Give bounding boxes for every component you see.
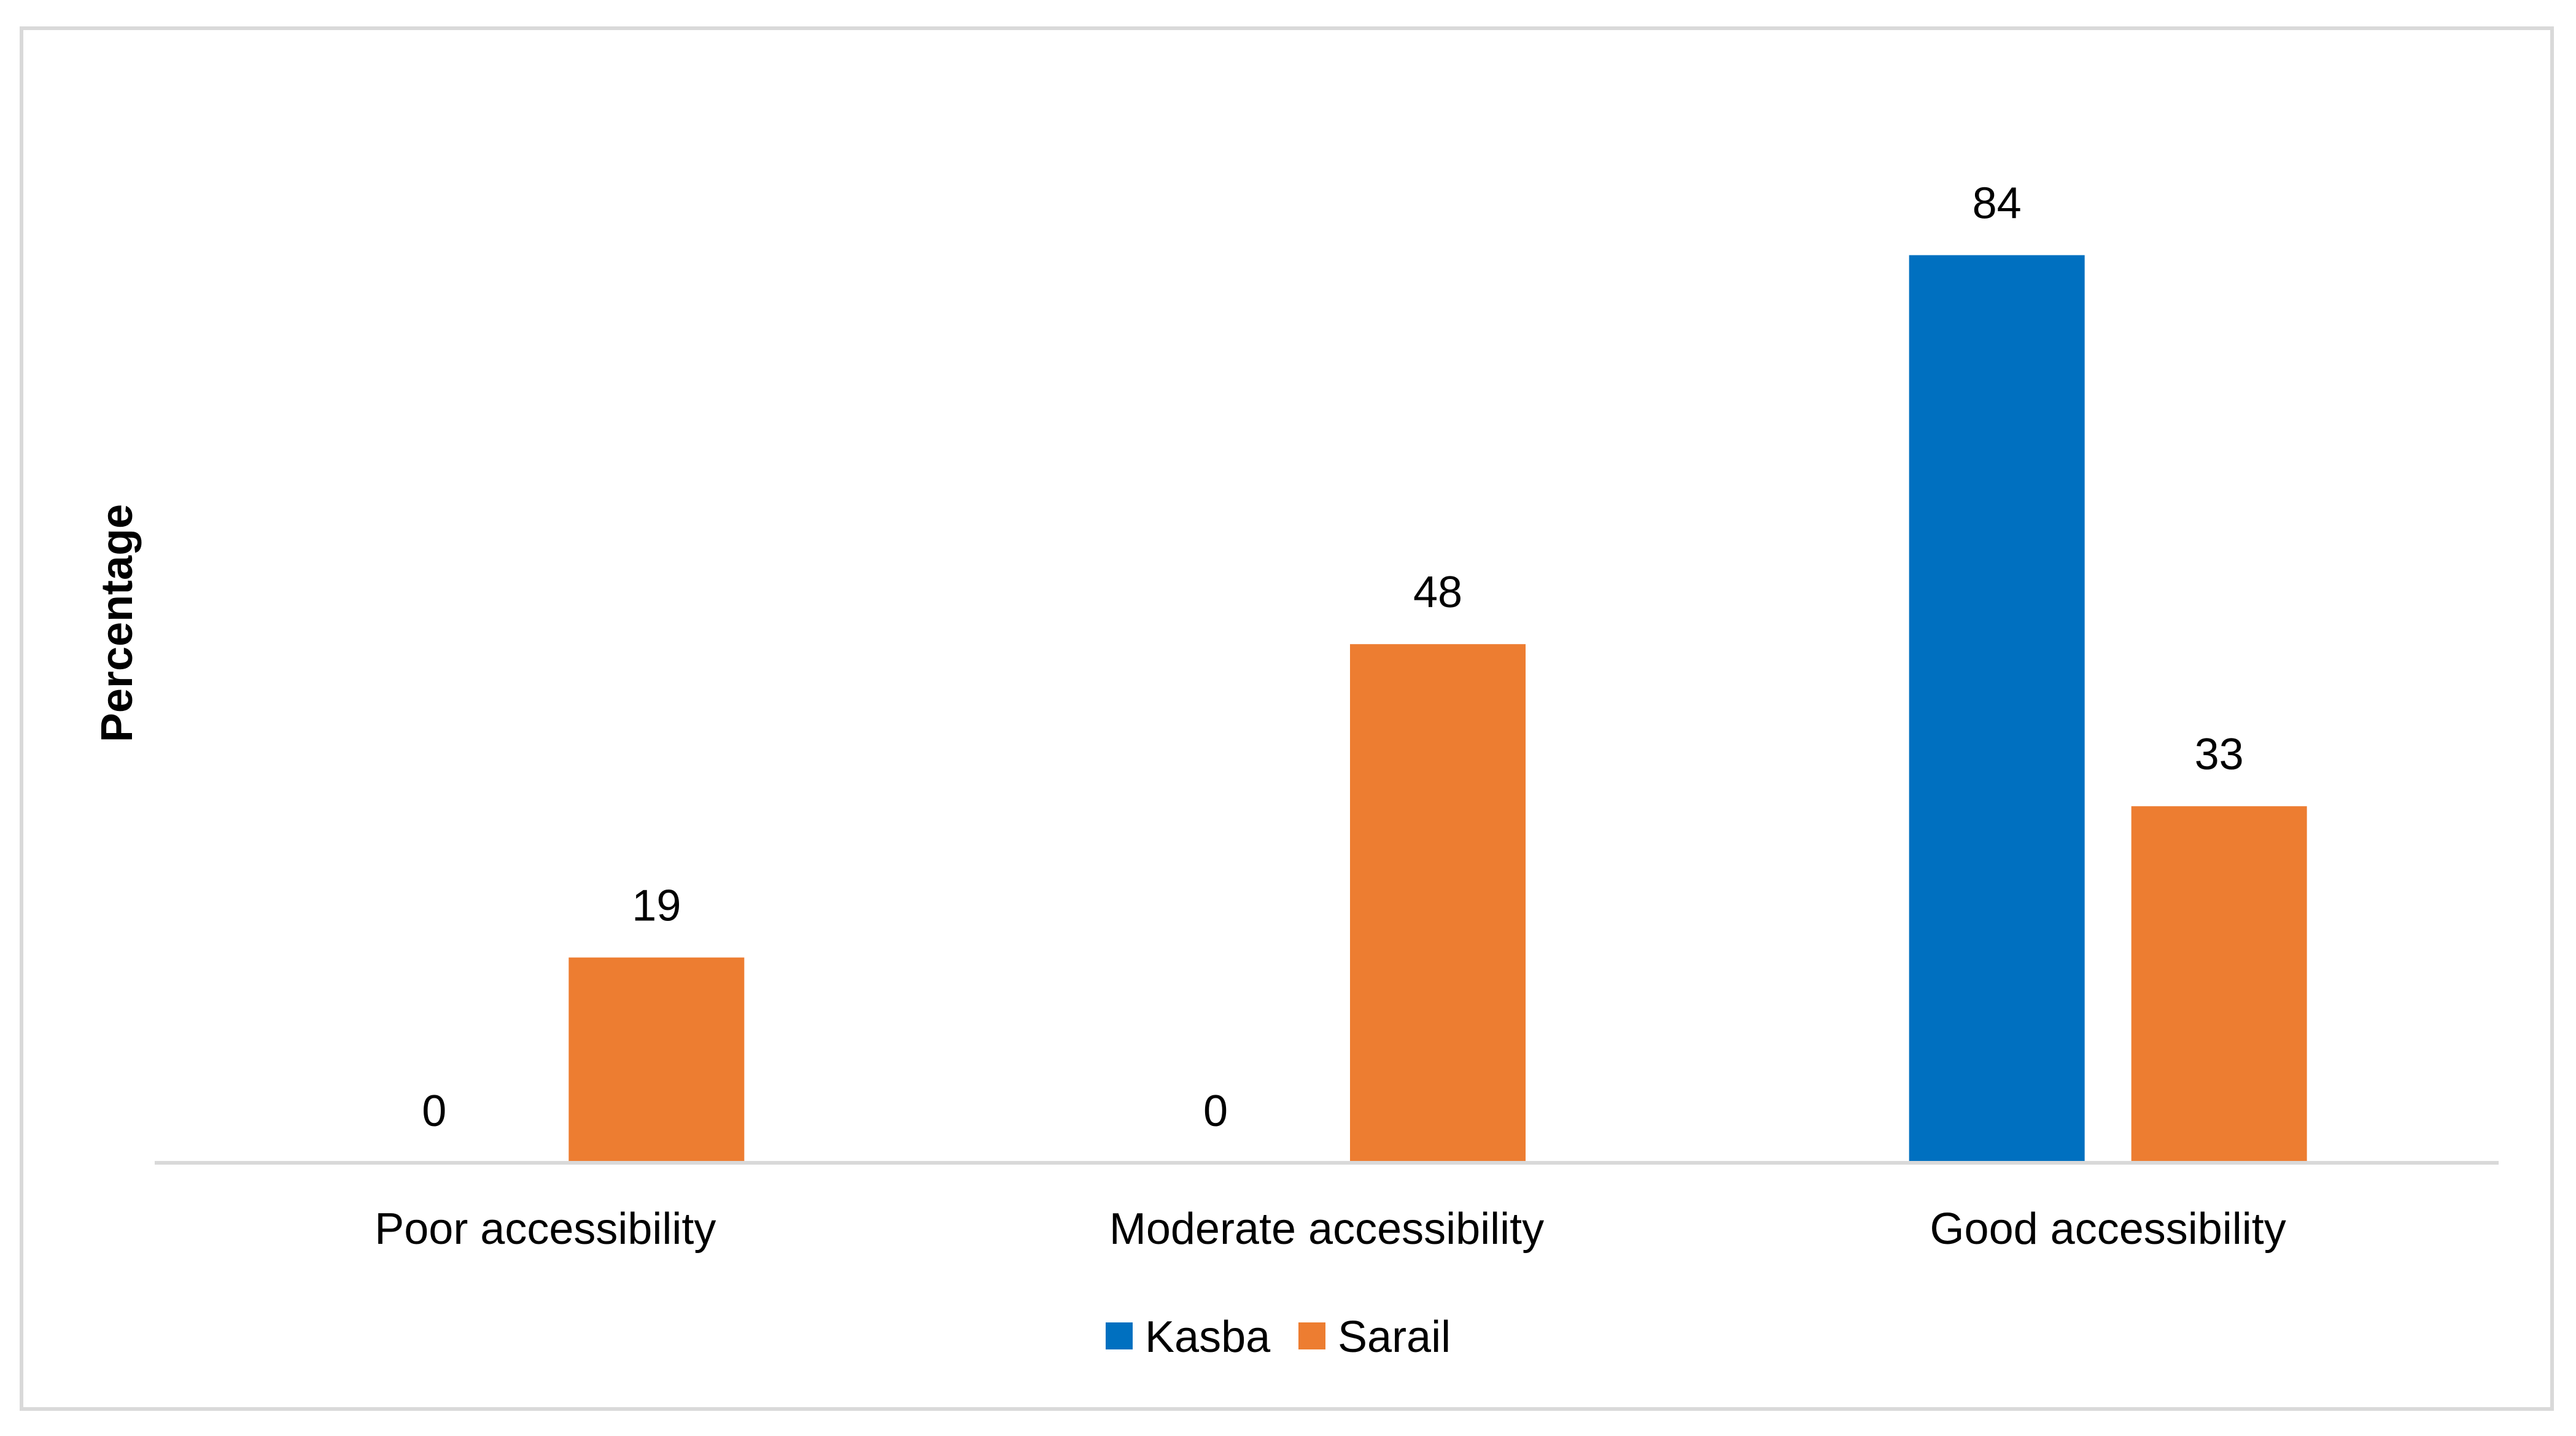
bar-kasba-good-accessibility xyxy=(1909,255,2085,1163)
data-label-sarail-moderate-accessibility: 48 xyxy=(1413,568,1462,617)
data-label-kasba-poor-accessibility: 0 xyxy=(422,1087,446,1136)
legend-label-kasba: Kasba xyxy=(1145,1313,1271,1362)
bar-sarail-moderate-accessibility xyxy=(1350,644,1526,1163)
legend-label-sarail: Sarail xyxy=(1338,1313,1451,1362)
legend-swatch-sarail xyxy=(1298,1322,1325,1349)
bars-layer xyxy=(568,255,2307,1163)
data-labels-layer: 0 19 0 48 84 33 xyxy=(422,179,2243,1136)
data-label-kasba-good-accessibility: 84 xyxy=(1973,179,2022,228)
data-label-sarail-poor-accessibility: 19 xyxy=(632,882,681,931)
x-tick-label-moderate-accessibility: Moderate accessibility xyxy=(1109,1205,1544,1254)
bar-sarail-poor-accessibility xyxy=(568,957,745,1163)
legend-swatch-kasba xyxy=(1106,1322,1133,1349)
data-label-kasba-moderate-accessibility: 0 xyxy=(1203,1087,1228,1136)
data-label-sarail-good-accessibility: 33 xyxy=(2195,730,2244,779)
chart-frame xyxy=(20,26,2554,1411)
x-tick-label-good-accessibility: Good accessibility xyxy=(1930,1205,2286,1254)
y-axis-title: Percentage xyxy=(93,504,142,742)
x-tick-labels: Poor accessibility Moderate accessibility… xyxy=(374,1205,2286,1254)
legend: Kasba Sarail xyxy=(1106,1313,1451,1362)
x-tick-label-poor-accessibility: Poor accessibility xyxy=(374,1205,716,1254)
bar-sarail-good-accessibility xyxy=(2131,806,2307,1163)
